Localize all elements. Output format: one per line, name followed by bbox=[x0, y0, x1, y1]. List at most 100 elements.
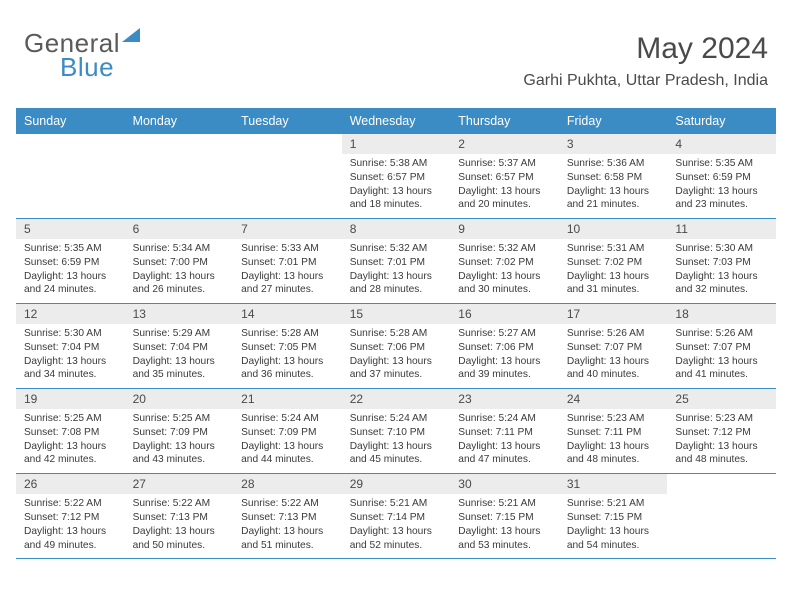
calendar-day-empty bbox=[667, 474, 776, 558]
calendar-day: 11Sunrise: 5:30 AMSunset: 7:03 PMDayligh… bbox=[667, 219, 776, 303]
day-number: 30 bbox=[450, 474, 559, 494]
logo-text-blue: Blue bbox=[60, 52, 114, 83]
day-details: Sunrise: 5:24 AMSunset: 7:10 PMDaylight:… bbox=[342, 409, 451, 473]
day-details: Sunrise: 5:33 AMSunset: 7:01 PMDaylight:… bbox=[233, 239, 342, 303]
calendar-day: 29Sunrise: 5:21 AMSunset: 7:14 PMDayligh… bbox=[342, 474, 451, 558]
day-details: Sunrise: 5:32 AMSunset: 7:01 PMDaylight:… bbox=[342, 239, 451, 303]
day-number: 21 bbox=[233, 389, 342, 409]
day-number: 8 bbox=[342, 219, 451, 239]
day-number: 18 bbox=[667, 304, 776, 324]
calendar-day: 23Sunrise: 5:24 AMSunset: 7:11 PMDayligh… bbox=[450, 389, 559, 473]
day-details: Sunrise: 5:25 AMSunset: 7:09 PMDaylight:… bbox=[125, 409, 234, 473]
calendar: SundayMondayTuesdayWednesdayThursdayFrid… bbox=[16, 108, 776, 559]
calendar-day: 7Sunrise: 5:33 AMSunset: 7:01 PMDaylight… bbox=[233, 219, 342, 303]
day-details: Sunrise: 5:24 AMSunset: 7:09 PMDaylight:… bbox=[233, 409, 342, 473]
calendar-day: 10Sunrise: 5:31 AMSunset: 7:02 PMDayligh… bbox=[559, 219, 668, 303]
calendar-day-empty bbox=[16, 134, 125, 218]
calendar-day: 8Sunrise: 5:32 AMSunset: 7:01 PMDaylight… bbox=[342, 219, 451, 303]
day-details: Sunrise: 5:29 AMSunset: 7:04 PMDaylight:… bbox=[125, 324, 234, 388]
day-number: 28 bbox=[233, 474, 342, 494]
weekday-header: Saturday bbox=[667, 108, 776, 134]
weekday-header: Thursday bbox=[450, 108, 559, 134]
weekday-header: Sunday bbox=[16, 108, 125, 134]
calendar-day-empty bbox=[233, 134, 342, 218]
calendar-day: 5Sunrise: 5:35 AMSunset: 6:59 PMDaylight… bbox=[16, 219, 125, 303]
day-details: Sunrise: 5:37 AMSunset: 6:57 PMDaylight:… bbox=[450, 154, 559, 218]
calendar-week: 5Sunrise: 5:35 AMSunset: 6:59 PMDaylight… bbox=[16, 219, 776, 304]
calendar-day: 16Sunrise: 5:27 AMSunset: 7:06 PMDayligh… bbox=[450, 304, 559, 388]
calendar-day: 20Sunrise: 5:25 AMSunset: 7:09 PMDayligh… bbox=[125, 389, 234, 473]
day-number: 7 bbox=[233, 219, 342, 239]
day-details: Sunrise: 5:22 AMSunset: 7:13 PMDaylight:… bbox=[233, 494, 342, 558]
calendar-day: 25Sunrise: 5:23 AMSunset: 7:12 PMDayligh… bbox=[667, 389, 776, 473]
day-details: Sunrise: 5:35 AMSunset: 6:59 PMDaylight:… bbox=[16, 239, 125, 303]
day-details: Sunrise: 5:30 AMSunset: 7:03 PMDaylight:… bbox=[667, 239, 776, 303]
calendar-week: 1Sunrise: 5:38 AMSunset: 6:57 PMDaylight… bbox=[16, 134, 776, 219]
calendar-day: 17Sunrise: 5:26 AMSunset: 7:07 PMDayligh… bbox=[559, 304, 668, 388]
calendar-day: 22Sunrise: 5:24 AMSunset: 7:10 PMDayligh… bbox=[342, 389, 451, 473]
calendar-day: 3Sunrise: 5:36 AMSunset: 6:58 PMDaylight… bbox=[559, 134, 668, 218]
location-text: Garhi Pukhta, Uttar Pradesh, India bbox=[523, 72, 768, 90]
calendar-day: 26Sunrise: 5:22 AMSunset: 7:12 PMDayligh… bbox=[16, 474, 125, 558]
calendar-day: 14Sunrise: 5:28 AMSunset: 7:05 PMDayligh… bbox=[233, 304, 342, 388]
calendar-day-empty bbox=[125, 134, 234, 218]
calendar-day: 12Sunrise: 5:30 AMSunset: 7:04 PMDayligh… bbox=[16, 304, 125, 388]
weekday-header: Wednesday bbox=[342, 108, 451, 134]
day-details: Sunrise: 5:30 AMSunset: 7:04 PMDaylight:… bbox=[16, 324, 125, 388]
calendar-day: 15Sunrise: 5:28 AMSunset: 7:06 PMDayligh… bbox=[342, 304, 451, 388]
day-number: 20 bbox=[125, 389, 234, 409]
day-details: Sunrise: 5:26 AMSunset: 7:07 PMDaylight:… bbox=[667, 324, 776, 388]
day-details: Sunrise: 5:32 AMSunset: 7:02 PMDaylight:… bbox=[450, 239, 559, 303]
day-number: 24 bbox=[559, 389, 668, 409]
calendar-day: 9Sunrise: 5:32 AMSunset: 7:02 PMDaylight… bbox=[450, 219, 559, 303]
calendar-body: 1Sunrise: 5:38 AMSunset: 6:57 PMDaylight… bbox=[16, 134, 776, 559]
day-number: 27 bbox=[125, 474, 234, 494]
day-number: 11 bbox=[667, 219, 776, 239]
day-number bbox=[667, 474, 776, 492]
weekday-header: Tuesday bbox=[233, 108, 342, 134]
day-number: 15 bbox=[342, 304, 451, 324]
logo-sail-icon bbox=[122, 28, 140, 42]
day-details: Sunrise: 5:23 AMSunset: 7:12 PMDaylight:… bbox=[667, 409, 776, 473]
calendar-day: 1Sunrise: 5:38 AMSunset: 6:57 PMDaylight… bbox=[342, 134, 451, 218]
day-number: 1 bbox=[342, 134, 451, 154]
day-number: 9 bbox=[450, 219, 559, 239]
day-number: 5 bbox=[16, 219, 125, 239]
day-number: 13 bbox=[125, 304, 234, 324]
day-number: 6 bbox=[125, 219, 234, 239]
day-details: Sunrise: 5:21 AMSunset: 7:15 PMDaylight:… bbox=[559, 494, 668, 558]
weekday-header-row: SundayMondayTuesdayWednesdayThursdayFrid… bbox=[16, 108, 776, 134]
calendar-day: 24Sunrise: 5:23 AMSunset: 7:11 PMDayligh… bbox=[559, 389, 668, 473]
day-number: 10 bbox=[559, 219, 668, 239]
month-title: May 2024 bbox=[523, 32, 768, 66]
calendar-day: 28Sunrise: 5:22 AMSunset: 7:13 PMDayligh… bbox=[233, 474, 342, 558]
calendar-week: 26Sunrise: 5:22 AMSunset: 7:12 PMDayligh… bbox=[16, 474, 776, 559]
day-number: 12 bbox=[16, 304, 125, 324]
calendar-week: 19Sunrise: 5:25 AMSunset: 7:08 PMDayligh… bbox=[16, 389, 776, 474]
calendar-day: 31Sunrise: 5:21 AMSunset: 7:15 PMDayligh… bbox=[559, 474, 668, 558]
day-number bbox=[16, 134, 125, 152]
day-number bbox=[125, 134, 234, 152]
calendar-week: 12Sunrise: 5:30 AMSunset: 7:04 PMDayligh… bbox=[16, 304, 776, 389]
day-number: 22 bbox=[342, 389, 451, 409]
header-right: May 2024 Garhi Pukhta, Uttar Pradesh, In… bbox=[523, 32, 768, 90]
day-details: Sunrise: 5:22 AMSunset: 7:13 PMDaylight:… bbox=[125, 494, 234, 558]
day-number: 2 bbox=[450, 134, 559, 154]
day-details: Sunrise: 5:35 AMSunset: 6:59 PMDaylight:… bbox=[667, 154, 776, 218]
day-number bbox=[233, 134, 342, 152]
day-details: Sunrise: 5:26 AMSunset: 7:07 PMDaylight:… bbox=[559, 324, 668, 388]
day-details: Sunrise: 5:25 AMSunset: 7:08 PMDaylight:… bbox=[16, 409, 125, 473]
calendar-day: 2Sunrise: 5:37 AMSunset: 6:57 PMDaylight… bbox=[450, 134, 559, 218]
day-number: 26 bbox=[16, 474, 125, 494]
calendar-day: 27Sunrise: 5:22 AMSunset: 7:13 PMDayligh… bbox=[125, 474, 234, 558]
day-details: Sunrise: 5:31 AMSunset: 7:02 PMDaylight:… bbox=[559, 239, 668, 303]
day-number: 4 bbox=[667, 134, 776, 154]
day-details: Sunrise: 5:36 AMSunset: 6:58 PMDaylight:… bbox=[559, 154, 668, 218]
day-number: 17 bbox=[559, 304, 668, 324]
day-details: Sunrise: 5:23 AMSunset: 7:11 PMDaylight:… bbox=[559, 409, 668, 473]
day-number: 23 bbox=[450, 389, 559, 409]
weekday-header: Friday bbox=[559, 108, 668, 134]
calendar-day: 18Sunrise: 5:26 AMSunset: 7:07 PMDayligh… bbox=[667, 304, 776, 388]
day-number: 25 bbox=[667, 389, 776, 409]
calendar-day: 4Sunrise: 5:35 AMSunset: 6:59 PMDaylight… bbox=[667, 134, 776, 218]
